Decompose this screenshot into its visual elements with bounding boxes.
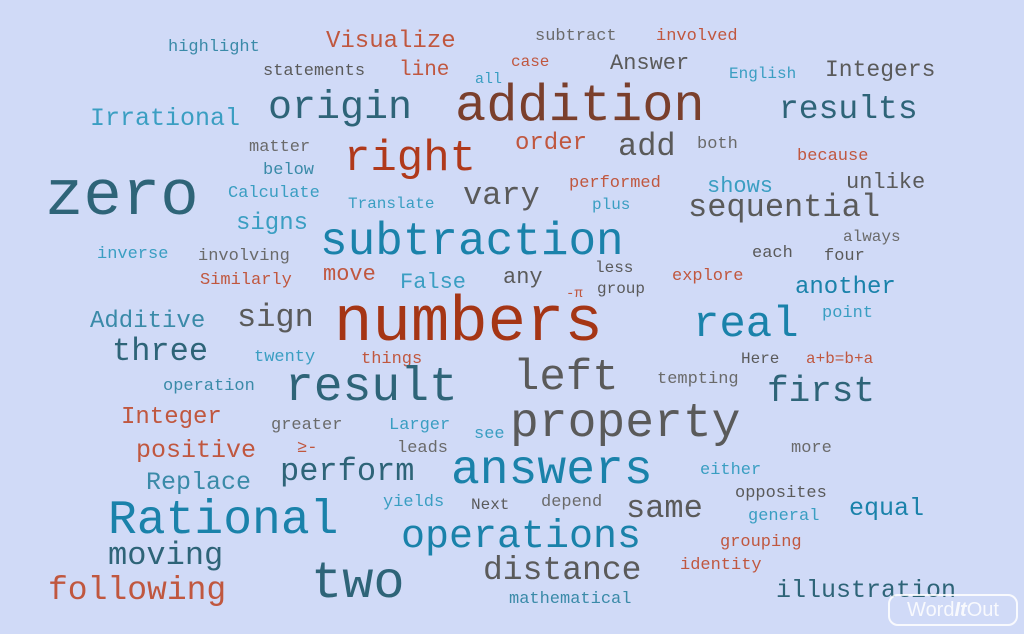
word: subtraction: [320, 216, 624, 268]
word: Integer: [121, 404, 222, 431]
word: each: [752, 244, 793, 263]
word: Larger: [389, 416, 451, 435]
word: results: [779, 91, 918, 128]
word: sign: [237, 299, 314, 336]
word: see: [474, 425, 505, 444]
word: yields: [383, 493, 445, 512]
word: result: [285, 361, 458, 415]
word: Replace: [146, 468, 252, 497]
word: Here: [741, 350, 780, 368]
word: move: [323, 262, 376, 287]
word: English: [729, 65, 797, 83]
word: Integers: [825, 57, 936, 83]
word: identity: [680, 556, 762, 575]
word: answers: [451, 444, 653, 498]
word: point: [822, 304, 874, 323]
word: zero: [45, 162, 199, 234]
word: matter: [249, 138, 311, 157]
word: order: [515, 130, 588, 157]
word: more: [791, 439, 832, 458]
word: Translate: [348, 195, 435, 213]
word: general: [748, 507, 820, 526]
word: Additive: [90, 308, 206, 335]
logo-it-text: It: [954, 598, 967, 621]
word: real: [693, 300, 799, 350]
word: another: [795, 274, 896, 301]
word: signs: [236, 210, 309, 237]
word: same: [626, 490, 703, 527]
word: operations: [401, 515, 642, 560]
word: because: [797, 147, 869, 166]
word: -π: [566, 286, 583, 302]
word: performed: [569, 174, 661, 193]
logo-out-text: Out: [966, 598, 999, 621]
word: case: [511, 53, 550, 71]
word: a+b=b+a: [806, 350, 874, 368]
word: both: [697, 135, 738, 154]
word: distance: [483, 552, 642, 589]
word: below: [263, 161, 315, 180]
word: inverse: [97, 245, 169, 264]
word: highlight: [168, 38, 260, 57]
word: three: [112, 333, 209, 370]
word: Next: [471, 496, 510, 514]
word: always: [843, 228, 901, 246]
word: Answer: [610, 51, 690, 76]
worditout-logo[interactable]: Word It Out: [888, 594, 1018, 626]
word: all: [475, 71, 503, 88]
word: perform: [280, 453, 415, 490]
word: right: [344, 134, 477, 184]
word: group: [597, 280, 646, 298]
word: operation: [163, 377, 255, 396]
word: Visualize: [326, 28, 456, 55]
word: origin: [268, 86, 413, 131]
word: left: [513, 353, 619, 403]
word: first: [767, 371, 876, 412]
word: mathematical: [509, 590, 632, 609]
word: Calculate: [228, 184, 320, 203]
word: unlike: [846, 170, 926, 195]
word: greater: [271, 416, 343, 435]
word: add: [618, 128, 676, 165]
word: positive: [136, 436, 257, 465]
word: twenty: [254, 348, 316, 367]
word: Similarly: [200, 271, 292, 290]
word: either: [700, 461, 762, 480]
word: opposites: [735, 484, 827, 503]
word: Rational: [108, 494, 339, 548]
word: depend: [541, 493, 603, 512]
word: involving: [198, 247, 290, 266]
word: line: [399, 59, 450, 82]
word: grouping: [720, 533, 802, 552]
word: involved: [656, 27, 738, 46]
word: equal: [849, 494, 925, 523]
word: statements: [263, 62, 366, 81]
word: subtract: [535, 27, 617, 46]
word: illustration: [776, 576, 957, 605]
word: four: [824, 247, 865, 266]
word: moving: [108, 537, 224, 574]
word: explore: [672, 267, 744, 286]
word: plus: [592, 196, 631, 214]
word: any: [503, 265, 543, 290]
word: ≥-: [297, 439, 318, 458]
word: following: [48, 572, 227, 609]
word: vary: [463, 177, 540, 214]
word: False: [400, 270, 467, 295]
word: sequential: [688, 189, 881, 226]
word: Irrational: [90, 104, 241, 133]
word: things: [361, 350, 423, 369]
word: addition: [455, 77, 705, 136]
word: less: [595, 259, 634, 277]
word: property: [510, 397, 741, 451]
logo-word-text: Word: [907, 598, 955, 621]
word: leads: [397, 439, 449, 458]
word: two: [311, 554, 405, 613]
word: tempting: [657, 370, 739, 389]
word: numbers: [334, 288, 603, 360]
word: shows: [707, 174, 774, 199]
